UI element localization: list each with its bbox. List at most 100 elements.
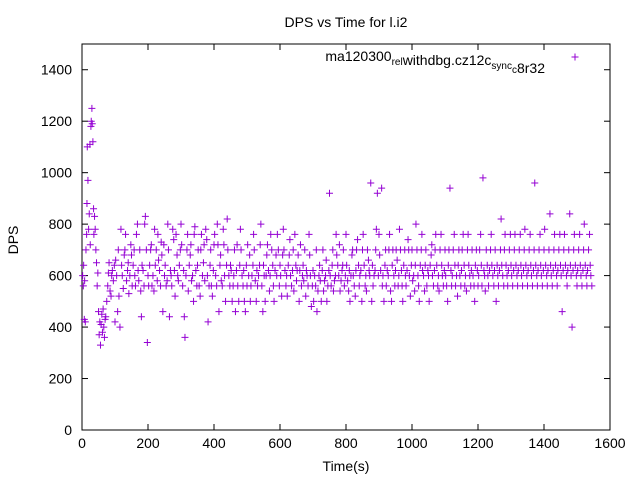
data-point [174,277,182,285]
data-point [327,282,335,290]
data-point [155,256,163,264]
data-point [170,236,178,244]
data-point [279,225,287,233]
data-point [477,230,485,238]
data-point [230,272,238,280]
data-point [100,333,108,341]
data-point [231,308,239,316]
data-point [90,205,98,213]
data-point [154,230,162,238]
data-point [358,297,366,305]
data-point [377,266,385,274]
data-point [438,261,446,269]
data-point [344,277,352,285]
data-point [114,308,122,316]
data-point [339,246,347,254]
data-point [137,287,145,295]
data-point [387,287,395,295]
data-point [373,189,381,197]
data-point [159,308,167,316]
data-point [107,292,115,300]
data-point [276,261,284,269]
data-point [380,297,388,305]
data-point [123,277,131,285]
data-point [395,272,403,280]
data-point [115,292,123,300]
data-point [257,220,265,228]
data-point [81,318,89,326]
data-point [197,246,205,254]
data-point [248,272,256,280]
data-point [119,284,127,292]
data-point [105,259,113,267]
data-point [263,251,271,259]
data-point [89,138,97,146]
data-point [203,236,211,244]
data-point [369,282,377,290]
data-point [368,261,376,269]
data-point [546,210,554,218]
data-point [167,272,175,280]
data-point [149,272,157,280]
data-point [404,236,412,244]
data-point [242,261,250,269]
data-point [300,277,308,285]
data-point [190,230,198,238]
data-point [195,282,203,290]
data-point [287,272,295,280]
data-point [475,272,483,280]
data-point [279,251,287,259]
data-point [447,266,455,274]
data-point [415,297,423,305]
data-point [202,225,210,233]
data-point [588,282,596,290]
data-point [340,282,348,290]
data-point [421,287,429,295]
data-point [236,261,244,269]
data-point [464,230,472,238]
data-point [241,308,249,316]
data-point [476,246,484,254]
data-point [180,313,188,321]
x-axis-label: Time(s) [323,458,370,474]
data-point [378,184,386,192]
data-point [160,241,168,249]
data-point [156,266,164,274]
data-point [249,261,257,269]
data-point [238,272,246,280]
data-point [83,230,91,238]
data-point [260,261,267,269]
data-point [521,225,529,233]
data-point [291,230,299,238]
data-point [286,236,294,244]
data-point [492,297,500,305]
data-point [139,266,147,274]
x-tick-label: 200 [136,435,160,451]
data-point [116,323,124,331]
data-point [259,308,267,316]
data-point [203,272,211,280]
data-point [382,282,390,290]
data-point [388,261,396,269]
data-point [285,251,293,259]
data-point [98,328,106,336]
data-point [250,246,258,254]
x-tick-label: 1000 [396,435,427,451]
data-point [386,230,394,238]
data-point [122,230,130,238]
data-point [367,179,375,187]
data-point [150,287,158,295]
data-point [256,241,264,249]
data-point [151,261,159,269]
data-point [258,282,266,290]
data-point [585,246,593,254]
data-point [364,256,372,264]
y-tick-label: 200 [49,371,73,387]
data-point [199,259,207,267]
data-point [240,266,248,274]
data-point [566,210,574,218]
data-point [481,287,489,295]
data-point [143,339,151,347]
data-point [201,277,209,285]
data-point [120,251,128,259]
